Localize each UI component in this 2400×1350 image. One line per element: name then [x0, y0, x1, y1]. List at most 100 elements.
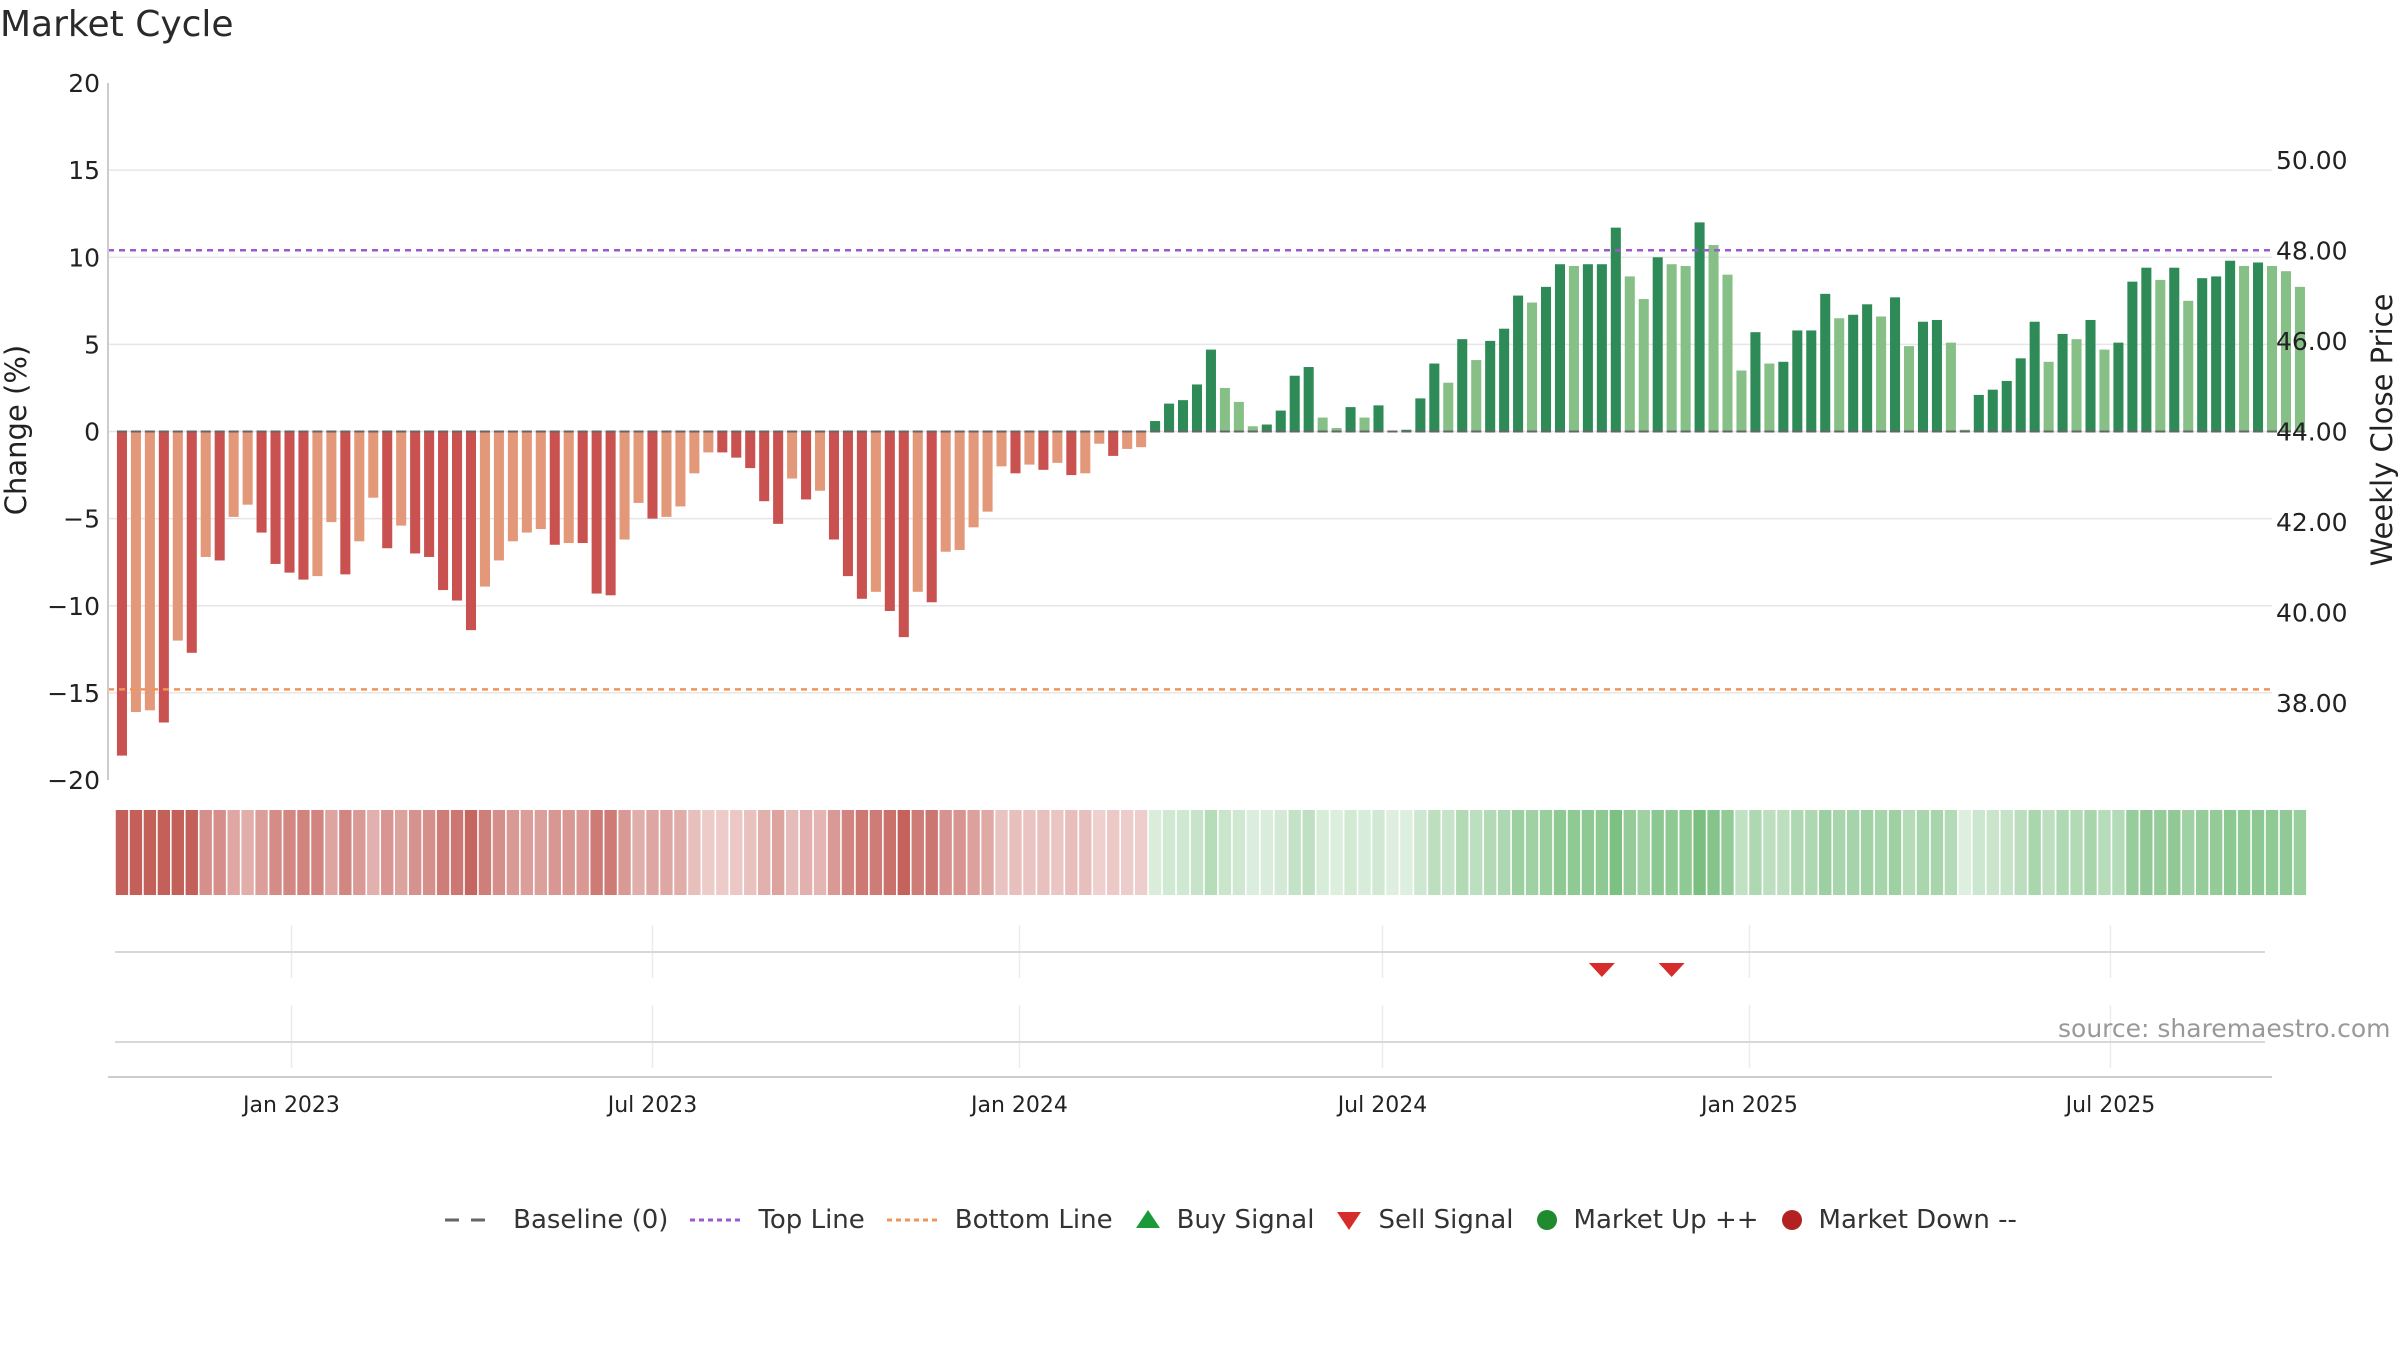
strip-cell [869, 810, 883, 895]
strip-cell [785, 810, 799, 895]
strip-cell [1511, 810, 1525, 895]
strip-cell [1707, 810, 1720, 895]
bar [801, 431, 812, 500]
strip-cell [269, 810, 282, 895]
strip-cell [1079, 810, 1092, 895]
bar [996, 431, 1007, 467]
strip-cell [506, 810, 520, 895]
circle-red-icon [1781, 1210, 1802, 1230]
strip-cell [1093, 810, 1106, 895]
bar [1820, 293, 1831, 432]
strip-cell [157, 810, 171, 895]
strip-cell [1819, 810, 1832, 895]
y2-axis-label: Weekly Close Price [2365, 294, 2399, 567]
legend-market-down[interactable]: Market Down -- [1779, 1205, 2017, 1235]
legend-market-down-label: Market Down -- [1818, 1205, 2017, 1235]
strip-cell [2251, 810, 2265, 895]
strip-cell [576, 810, 589, 895]
strip-cell [1051, 810, 1064, 895]
strip-cell [1023, 810, 1036, 895]
strip-cell [1274, 810, 1287, 895]
bar [1066, 431, 1077, 476]
strip-cell [1609, 810, 1622, 895]
strip-cell [827, 810, 841, 895]
strip-cell [1805, 810, 1818, 895]
y-tick-label: 15 [68, 156, 100, 185]
strip-cell [1539, 810, 1553, 895]
strip-cell [520, 810, 534, 895]
strip-cell [813, 810, 827, 895]
bar [1973, 394, 1984, 432]
bar [940, 431, 951, 552]
y2-tick-label: 40.00 [2276, 599, 2348, 628]
bar [2225, 260, 2236, 432]
strip-cell [1260, 810, 1273, 895]
bar [186, 431, 197, 653]
market-cycle-chart: 20 15 10 5 0 −5 −10 −15 −20 50.00 48.00 46.00 44.00 4… [0, 69, 2399, 1118]
signal-panel: Jan 2023 Jul 2023 Jan 2024 Jul 2024 Jan 2025… [108, 925, 2272, 1118]
strip-cell [1860, 810, 1874, 895]
strip-cell [227, 810, 240, 895]
strip-cell [702, 810, 715, 895]
strip-cell [1442, 810, 1455, 895]
strip-cell [562, 810, 575, 895]
bar [745, 431, 756, 469]
strip-cell [604, 810, 617, 895]
legend: Baseline (0) Top Line Bottom Line Buy Si… [0, 1205, 2400, 1235]
bar [2141, 267, 2152, 432]
bar [1345, 407, 1356, 432]
strip-cell [1009, 810, 1022, 895]
strip-cell [2196, 810, 2209, 895]
strip-cell [1456, 810, 1469, 895]
strip-cell [1483, 810, 1497, 895]
legend-bottom-line[interactable]: Bottom Line [885, 1205, 1113, 1235]
bar [1415, 398, 1426, 432]
bar [396, 431, 407, 526]
bar [1233, 401, 1244, 432]
bar [1247, 426, 1258, 432]
bar [898, 431, 909, 638]
bar [2197, 278, 2208, 432]
legend-baseline[interactable]: Baseline (0) [443, 1205, 668, 1235]
legend-sell-signal[interactable]: Sell Signal [1334, 1205, 1514, 1235]
bar [828, 431, 840, 540]
bar [1261, 424, 1272, 432]
bar [200, 431, 211, 557]
legend-buy-signal[interactable]: Buy Signal [1133, 1205, 1314, 1235]
strip-cell [1888, 810, 1902, 895]
legend-market-up[interactable]: Market Up ++ [1534, 1205, 1759, 1235]
strip-cell [185, 810, 198, 895]
strip-cell [758, 810, 771, 895]
strip-cell [590, 810, 603, 895]
strip-cell [381, 810, 394, 895]
bar [814, 431, 826, 491]
strip-cell [2265, 810, 2279, 895]
strip-cell [255, 810, 268, 895]
strip-cell [1637, 810, 1650, 895]
strip-cell [1595, 810, 1609, 895]
strip-cell [1176, 810, 1190, 895]
x-tick-label: Jan 2025 [1699, 1093, 1798, 1118]
bar [116, 431, 127, 756]
bar [1568, 265, 1579, 432]
bar [1834, 318, 1845, 432]
dotted-line-icon [690, 1218, 743, 1222]
strip-cell [925, 810, 938, 895]
strip-cell [171, 810, 184, 895]
bar [1317, 417, 1328, 432]
bar [1038, 431, 1049, 470]
bar [479, 431, 490, 587]
bar [172, 431, 183, 641]
bar [410, 431, 421, 554]
bar-series [116, 222, 2305, 756]
dotted-line-icon [886, 1218, 939, 1222]
bar [1471, 360, 1482, 432]
bar [1150, 421, 1161, 432]
legend-top-line[interactable]: Top Line [688, 1205, 865, 1235]
bar [549, 431, 560, 545]
bar [912, 431, 923, 592]
bar [1848, 314, 1859, 432]
strip-cell [1288, 810, 1301, 895]
strip-cell [1162, 810, 1176, 895]
bar [158, 431, 169, 723]
